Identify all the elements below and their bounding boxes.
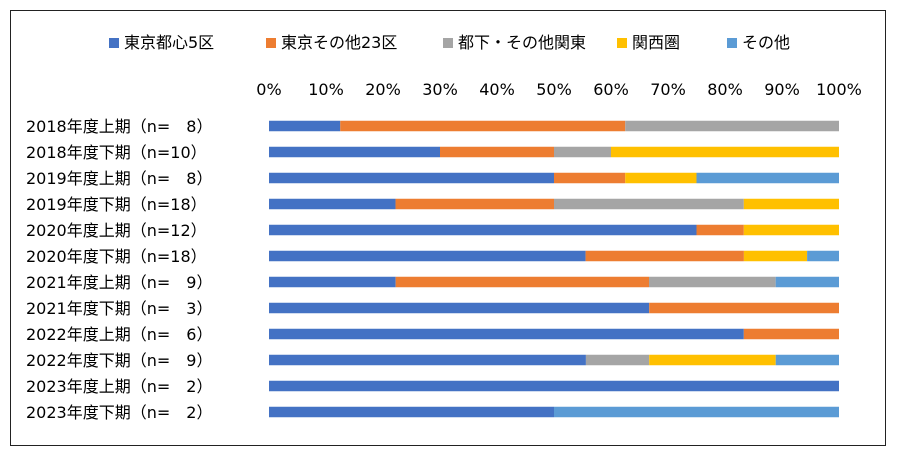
bar-segment — [554, 146, 611, 158]
category-label: 2023年度下期（n= 2） — [26, 403, 212, 422]
category-labels: 2018年度上期（n= 8） 2018年度下期（n=10） 2019年度上期（n= … — [26, 117, 212, 422]
bar-segment — [743, 224, 839, 236]
bar-segment — [743, 198, 839, 210]
category-label: 2022年度上期（n= 6） — [26, 325, 212, 344]
legend-label: 都下・その他関東 — [458, 33, 586, 52]
category-label: 2023年度上期（n= 2） — [26, 377, 212, 396]
bar-segment — [395, 276, 649, 288]
legend-swatch — [443, 38, 453, 48]
legend-swatch — [266, 38, 276, 48]
bar-segment — [775, 276, 839, 288]
bar-segment — [625, 172, 697, 184]
category-label: 2019年度下期（n=18） — [26, 195, 207, 214]
bar-segment — [395, 198, 554, 210]
legend-swatch — [727, 38, 737, 48]
stacked-bar-chart: 東京都心5区 東京その他23区 都下・その他関東 関西圏 その他 0% 10% 20% 30%… — [26, 33, 862, 422]
bar-segment — [269, 250, 586, 262]
x-tick-label: 60% — [593, 80, 629, 99]
category-label: 2020年度下期（n=18） — [26, 247, 207, 266]
bar-segment — [269, 224, 697, 236]
bar-segment — [269, 380, 839, 392]
x-tick-label: 100% — [816, 80, 862, 99]
category-label: 2022年度下期（n= 9） — [26, 351, 212, 370]
bar-segment — [696, 224, 744, 236]
bar-segment — [269, 120, 341, 132]
bar-segment — [269, 172, 554, 184]
bar-segment — [269, 302, 650, 314]
x-tick-label: 30% — [422, 80, 458, 99]
bar-segment — [649, 302, 839, 314]
bar-segment — [554, 198, 744, 210]
legend-label: 東京その他23区 — [281, 33, 397, 52]
x-tick-label: 10% — [308, 80, 344, 99]
bar-segment — [269, 354, 586, 366]
bar-segment — [440, 146, 554, 158]
x-tick-label: 0% — [256, 80, 281, 99]
bar-segment — [269, 146, 440, 158]
category-label: 2020年度上期（n=12） — [26, 221, 207, 240]
bar-segment — [649, 354, 776, 366]
bar-segment — [554, 406, 839, 418]
bar-segment — [696, 172, 839, 184]
category-label: 2018年度上期（n= 8） — [26, 117, 212, 136]
category-label: 2019年度上期（n= 8） — [26, 169, 212, 188]
x-tick-label: 70% — [650, 80, 686, 99]
bar-segment — [269, 276, 396, 288]
category-label: 2021年度下期（n= 3） — [26, 299, 212, 318]
bar-segment — [585, 250, 744, 262]
x-axis-ticks: 0% 10% 20% 30% 40% 50% 60% 70% 80% 90% 100% — [256, 80, 862, 99]
legend-label: 関西圏 — [632, 33, 680, 52]
bar-segment — [743, 328, 839, 340]
legend-swatch — [109, 38, 119, 48]
legend-label: その他 — [742, 33, 790, 52]
bar-segment — [269, 198, 396, 210]
bar-segment — [269, 406, 554, 418]
category-label: 2021年度上期（n= 9） — [26, 273, 212, 292]
legend-swatch — [617, 38, 627, 48]
bar-segment — [269, 328, 744, 340]
x-tick-label: 50% — [536, 80, 572, 99]
x-tick-label: 20% — [365, 80, 401, 99]
bars — [269, 120, 839, 418]
bar-segment — [340, 120, 626, 132]
bar-segment — [807, 250, 839, 262]
chart-frame: 東京都心5区 東京その他23区 都下・その他関東 関西圏 その他 0% 10% 20% 30%… — [10, 10, 886, 446]
bar-segment — [585, 354, 650, 366]
bar-segment — [611, 146, 839, 158]
bar-segment — [775, 354, 839, 366]
bar-segment — [554, 172, 626, 184]
category-label: 2018年度下期（n=10） — [26, 143, 207, 162]
legend: 東京都心5区 東京その他23区 都下・その他関東 関西圏 その他 — [109, 33, 790, 52]
x-tick-label: 90% — [764, 80, 800, 99]
x-tick-label: 80% — [707, 80, 743, 99]
x-tick-label: 40% — [479, 80, 515, 99]
legend-label: 東京都心5区 — [124, 33, 214, 52]
bar-segment — [649, 276, 776, 288]
bar-segment — [743, 250, 808, 262]
bar-segment — [625, 120, 839, 132]
